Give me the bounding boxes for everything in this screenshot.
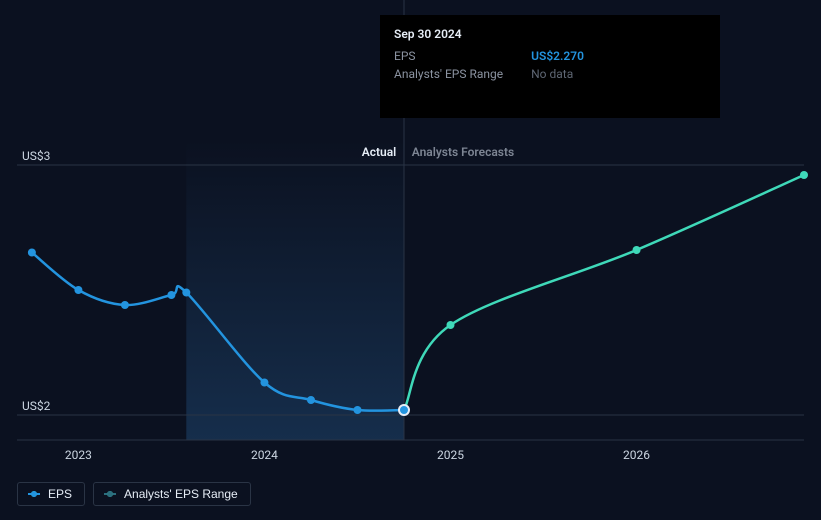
legend-item-label: EPS bbox=[48, 487, 72, 501]
eps-forecast-point[interactable] bbox=[800, 171, 808, 179]
eps-chart-stage: Sep 30 2024 EPSUS$2.270Analysts' EPS Ran… bbox=[0, 0, 821, 520]
x-tick-label: 2026 bbox=[623, 448, 650, 462]
x-tick-label: 2024 bbox=[251, 448, 278, 462]
y-tick-label: US$2 bbox=[22, 399, 50, 413]
eps-actual-point[interactable] bbox=[307, 396, 315, 404]
eps-forecast-point[interactable] bbox=[633, 246, 641, 254]
tooltip-rows: EPSUS$2.270Analysts' EPS RangeNo data bbox=[394, 47, 584, 83]
tooltip-row-value: US$2.270 bbox=[531, 47, 584, 65]
tooltip-row: Analysts' EPS RangeNo data bbox=[394, 65, 584, 83]
eps-actual-point[interactable] bbox=[167, 291, 175, 299]
x-tick-label: 2025 bbox=[437, 448, 464, 462]
eps-actual-point[interactable] bbox=[28, 249, 36, 257]
eps-actual-point[interactable] bbox=[353, 406, 361, 414]
legend-swatch-icon bbox=[28, 493, 40, 495]
legend-item[interactable]: EPS bbox=[17, 482, 85, 506]
chart-legend: EPS Analysts' EPS Range bbox=[17, 482, 251, 506]
tooltip-date: Sep 30 2024 bbox=[394, 25, 706, 43]
tooltip-row-key: Analysts' EPS Range bbox=[394, 65, 531, 83]
tooltip-row-key: EPS bbox=[394, 47, 531, 65]
eps-actual-point[interactable] bbox=[74, 286, 82, 294]
y-tick-label: US$3 bbox=[22, 149, 50, 163]
eps-actual-point[interactable] bbox=[182, 289, 190, 297]
actual-region-shade bbox=[186, 140, 404, 440]
legend-item[interactable]: Analysts' EPS Range bbox=[93, 482, 251, 506]
eps-actual-point[interactable] bbox=[260, 379, 268, 387]
legend-swatch-icon bbox=[104, 493, 116, 495]
tooltip-row-value: No data bbox=[531, 65, 584, 83]
eps-actual-point[interactable] bbox=[121, 301, 129, 309]
x-tick-label: 2023 bbox=[65, 448, 92, 462]
legend-item-label: Analysts' EPS Range bbox=[124, 487, 238, 501]
chart-tooltip: Sep 30 2024 EPSUS$2.270Analysts' EPS Ran… bbox=[380, 15, 720, 118]
hover-marker[interactable] bbox=[399, 405, 409, 415]
eps-forecast-point[interactable] bbox=[447, 321, 455, 329]
tooltip-row: EPSUS$2.270 bbox=[394, 47, 584, 65]
